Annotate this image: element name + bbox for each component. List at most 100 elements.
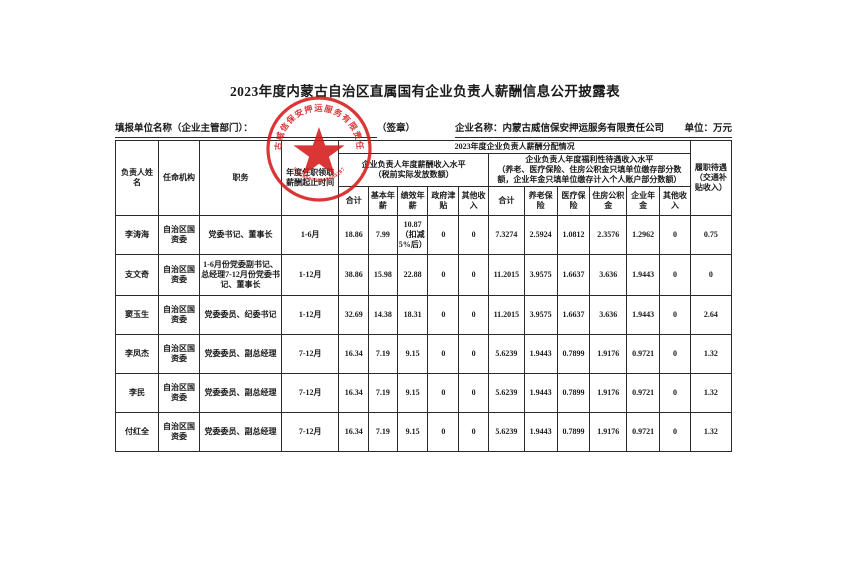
subcol-welfare-total: 合计 [487, 186, 525, 216]
subcol-medical: 医疗保险 [556, 186, 591, 216]
cell-org: 自治区国资委 [158, 412, 201, 452]
cell-annuity: 0.9721 [626, 373, 661, 413]
header-row-1: 负责人姓 名 任命机构 职务 年度任职领取薪酬起止时间 2023年度企业负责人薪… [114, 140, 733, 216]
cell-housing-fund: 1.9176 [589, 334, 628, 374]
cell-welfare-total: 11.2015 [487, 295, 525, 335]
table-row: 李民 自治区国资委 党委委员、副总经理 7-12月 16.34 7.19 9.15 0 0 5.6… [114, 373, 733, 413]
cell-position: 党委委员、纪委书记 [199, 295, 282, 335]
cell-annuity: 0.9721 [626, 334, 661, 374]
cell-org: 自治区国资委 [158, 334, 201, 374]
cell-duty-treatment: 1.32 [689, 334, 733, 374]
cell-salary-total: 16.34 [338, 334, 370, 374]
cell-period: 7-12月 [280, 373, 340, 413]
meta-header: 填报单位名称（企业主管部门）： （签章） 企业名称：内蒙古威信保安押运服务有限责… [115, 120, 732, 138]
cell-housing-fund: 3.636 [589, 295, 628, 335]
cell-period: 1-6月 [280, 215, 340, 255]
subcol-pension: 养老保险 [523, 186, 558, 216]
cell-pension: 1.9443 [523, 334, 558, 374]
subcol-housing-fund: 住房公积金 [589, 186, 628, 216]
cell-other-income: 0 [458, 295, 489, 335]
cell-other-income: 0 [458, 412, 489, 452]
salary-disclosure-table: 负责人姓 名 任命机构 职务 年度任职领取薪酬起止时间 2023年度企业负责人薪… [114, 140, 733, 452]
cell-org: 自治区国资委 [158, 215, 201, 255]
cell-base-salary: 7.99 [368, 215, 398, 255]
cell-pension: 3.9575 [523, 295, 558, 335]
group-header-salary-line2: （税前实际发放数额） [373, 170, 454, 179]
page-title: 2023年度内蒙古自治区直属国有企业负责人薪酬信息公开披露表 [230, 84, 620, 99]
table-row: 李涛海 自治区国资委 党委书记、董事长 1-6月 18.86 7.99 10.87（扣减5%… [114, 215, 733, 255]
table-row: 支文奇 自治区国资委 1-6月份党委副书记、总经理7-12月份党委书记、董事长 1-1… [114, 254, 733, 296]
cell-base-salary: 15.98 [368, 254, 398, 296]
cell-medical: 0.7899 [556, 373, 591, 413]
cell-name: 支文奇 [114, 254, 160, 296]
cell-welfare-other: 0 [659, 295, 691, 335]
cell-name: 李涛海 [114, 215, 160, 255]
cell-base-salary: 7.19 [368, 334, 398, 374]
cell-performance-salary: 22.88 [396, 254, 429, 296]
cell-welfare-other: 0 [659, 373, 691, 413]
col-header-appoint-org: 任命机构 [158, 140, 201, 216]
cell-salary-total: 16.34 [338, 412, 370, 452]
subcol-base-salary: 基本年薪 [368, 186, 398, 216]
cell-gov-allowance: 0 [427, 215, 460, 255]
table-row: 窦玉生 自治区国资委 党委委员、纪委书记 1-12月 32.69 14.38 18.31 0 0… [114, 295, 733, 335]
cell-period: 7-12月 [280, 334, 340, 374]
cell-period: 1-12月 [280, 254, 340, 296]
cell-gov-allowance: 0 [427, 254, 460, 296]
cell-position: 1-6月份党委副书记、总经理7-12月份党委书记、董事长 [199, 254, 282, 296]
col-header-duty-treatment: 履职待遇（交通补贴收入） [689, 140, 733, 216]
cell-medical: 0.7899 [556, 412, 591, 452]
cell-annuity: 1.2962 [626, 215, 661, 255]
cell-other-income: 0 [458, 254, 489, 296]
subcol-salary-total: 合计 [338, 186, 370, 216]
cell-org: 自治区国资委 [158, 295, 201, 335]
cell-performance-salary: 10.87（扣减5%后） [396, 215, 429, 255]
cell-performance-salary: 18.31 [396, 295, 429, 335]
table-body: 李涛海 自治区国资委 党委书记、董事长 1-6月 18.86 7.99 10.87（扣减5%… [114, 215, 733, 452]
cell-gov-allowance: 0 [427, 295, 460, 335]
cell-medical: 0.7899 [556, 334, 591, 374]
group-header-welfare: 企业负责人年度福利性待遇收入水平 （养老、医疗保险、住房公积金只填单位缴存部分数… [487, 153, 691, 187]
cell-org: 自治区国资委 [158, 373, 201, 413]
cell-performance-salary: 9.15 [396, 334, 429, 374]
company-underline [455, 137, 732, 138]
cell-performance-salary: 9.15 [396, 412, 429, 452]
unit-label: 单位：万元 [684, 124, 732, 134]
cell-salary-total: 32.69 [338, 295, 370, 335]
reporting-unit-underline [115, 137, 377, 138]
cell-gov-allowance: 0 [427, 334, 460, 374]
cell-name: 付红全 [114, 412, 160, 452]
cell-housing-fund: 1.9176 [589, 373, 628, 413]
col-header-name: 负责人姓 名 [114, 140, 161, 216]
cell-medical: 1.6637 [556, 295, 591, 335]
cell-welfare-other: 0 [659, 412, 691, 452]
subcol-performance-salary: 绩效年薪 [396, 186, 429, 216]
col-header-position: 职务 [199, 140, 282, 216]
cell-gov-allowance: 0 [427, 373, 460, 413]
cell-salary-total: 16.34 [338, 373, 370, 413]
reporting-unit-label: 填报单位名称（企业主管部门）： [115, 124, 253, 134]
subcol-gov-allowance: 政府津贴 [427, 186, 460, 216]
cell-pension: 1.9443 [523, 412, 558, 452]
cell-org: 自治区国资委 [158, 254, 201, 296]
cell-position: 党委委员、副总经理 [199, 334, 282, 374]
cell-welfare-total: 11.2015 [487, 254, 525, 296]
table-row: 李凤杰 自治区国资委 党委委员、副总经理 7-12月 16.34 7.19 9.15 0 0 5.… [114, 334, 733, 374]
cell-welfare-other: 0 [659, 215, 691, 255]
cell-welfare-total: 5.6239 [487, 412, 525, 452]
subcol-annuity: 企业年金 [626, 186, 661, 216]
cell-base-salary: 7.19 [368, 373, 398, 413]
group-header-welfare-line2: （养老、医疗保险、住房公积金只填单位缴存部分数额，企业年金只填单位缴存计入个人账… [497, 165, 682, 184]
cell-housing-fund: 1.9176 [589, 412, 628, 452]
cell-base-salary: 14.38 [368, 295, 398, 335]
cell-annuity: 1.9443 [626, 254, 661, 296]
cell-gov-allowance: 0 [427, 412, 460, 452]
cell-medical: 1.0812 [556, 215, 591, 255]
group-header-salary-line1: 企业负责人年度薪酬收入水平 [361, 160, 466, 169]
cell-welfare-total: 7.3274 [487, 215, 525, 255]
cell-position: 党委委员、副总经理 [199, 412, 282, 452]
cell-salary-total: 18.86 [338, 215, 370, 255]
cell-name: 李民 [114, 373, 160, 413]
cell-duty-treatment: 0 [689, 254, 733, 296]
